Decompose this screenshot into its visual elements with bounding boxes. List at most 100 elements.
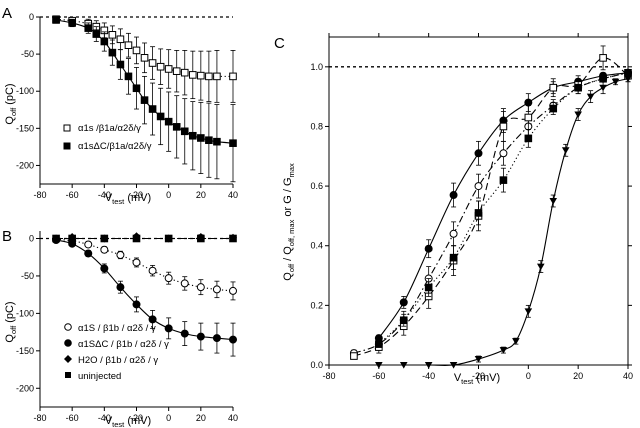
data-point [148, 105, 157, 113]
panel-b-label: B [2, 228, 12, 245]
series-line [378, 72, 629, 345]
data-point [156, 62, 165, 71]
data-point [148, 315, 157, 324]
data-point [424, 244, 433, 253]
panel-b: B -80 -60 -40 -20 0 20 400-50-100-150-200 Qoff… [2, 228, 238, 428]
panel-b-ylabel-main: Q [4, 334, 16, 343]
panel-a-ylabel-unit: (pC) [4, 83, 16, 107]
data-point [197, 134, 205, 142]
legend-label: α1SΔC / β1b / α2δ / γ [78, 339, 169, 350]
panel-b-xlabel: Vtest (mV) [105, 415, 151, 428]
data-point [375, 362, 383, 369]
data-point [213, 137, 221, 146]
panel-b-xlabel-sub: test [112, 420, 125, 428]
y-tick-label: 0.6 [310, 181, 323, 191]
x-tick-label: 40 [228, 190, 238, 200]
y-tick-label: -200 [16, 160, 34, 170]
y-tick-label: 0.2 [310, 300, 323, 310]
legend-marker-open-square [63, 124, 71, 132]
x-tick-label: 0 [526, 371, 531, 381]
panel-c-xlabel-sub: test [461, 377, 474, 386]
x-tick-label: -60 [372, 371, 385, 381]
data-point [164, 234, 173, 243]
legend-marker-filled-square [65, 372, 71, 378]
data-point [474, 149, 483, 158]
panel-b-xlabel-unit: (mV) [124, 415, 151, 427]
data-point [116, 283, 125, 292]
x-tick-label: 20 [573, 371, 583, 381]
data-point [524, 308, 533, 315]
panel-a-ylabel-main: Q [4, 116, 16, 125]
x-tick-label: 0 [166, 190, 171, 200]
data-point [205, 136, 213, 145]
data-point [116, 60, 125, 69]
panel-c-ylabel-s3: max [287, 163, 296, 177]
data-point [212, 334, 221, 343]
data-point [180, 279, 189, 288]
data-point [132, 258, 141, 267]
data-point [213, 72, 221, 81]
y-tick-label: 0.8 [310, 121, 323, 131]
data-point [100, 245, 109, 254]
y-tick-label: 0.4 [310, 241, 323, 251]
panel-a-label: A [2, 5, 12, 22]
data-point [148, 59, 157, 67]
data-point [524, 98, 533, 107]
data-point [108, 31, 117, 39]
data-point [512, 338, 520, 345]
data-point [212, 285, 221, 294]
data-point [68, 19, 76, 27]
y-tick-label: 0.0 [310, 360, 323, 370]
data-point [229, 139, 237, 147]
data-point [229, 286, 237, 295]
x-tick-label: 20 [196, 413, 206, 423]
data-point [524, 113, 533, 122]
x-tick-label: -40 [98, 413, 111, 423]
y-tick-label: -50 [21, 271, 34, 281]
data-point [499, 176, 508, 184]
data-point [586, 93, 595, 101]
panel-c-ylabel-s1: off [287, 263, 296, 272]
series-line [56, 238, 234, 292]
data-point [84, 249, 93, 258]
panel-a-xlabel: Vtest (mV) [105, 192, 151, 206]
legend-marker-filled-circle [64, 339, 72, 347]
data-point [52, 234, 60, 243]
data-point [188, 71, 197, 79]
data-point [205, 72, 213, 81]
data-point [375, 340, 383, 348]
data-point [624, 68, 632, 77]
data-point [132, 46, 141, 55]
data-point [424, 362, 433, 369]
data-point [172, 123, 181, 131]
panel-b-ylabel-sub: off [9, 325, 18, 334]
panel-c-xlabel: Vtest (mV) [454, 372, 500, 386]
y-tick-label: -100 [16, 308, 34, 318]
panel-a-legend: α1s /β1a/α2δ/γ α1sΔC/β1a/α2δ/γ [63, 123, 152, 152]
data-point [84, 24, 93, 32]
data-point [399, 316, 408, 325]
data-point [449, 229, 458, 238]
panel-b-ylabel: Qoff (pC) [4, 301, 18, 342]
legend-label: α1s /β1a/α2δ/γ [78, 123, 141, 134]
panel-b-legend: α1S / β1b / α2δ / γ α1SΔC / β1b / α2δ / … [64, 323, 169, 382]
data-point [92, 30, 101, 38]
panel-c-xlabel-main: V [454, 372, 462, 384]
data-point [124, 72, 133, 81]
data-point [549, 198, 558, 205]
panel-a-xlabel-unit: (mV) [124, 192, 151, 204]
panel-c-ylabel: Qoff / Qoff, max or G / Gmax [282, 163, 296, 281]
y-tick-label: -50 [21, 49, 34, 59]
data-point [399, 362, 408, 369]
data-point [100, 264, 109, 273]
data-point [197, 234, 205, 243]
data-point [549, 83, 558, 92]
legend-marker-open-circle [64, 323, 72, 331]
data-point [140, 54, 149, 62]
data-point [148, 266, 157, 275]
data-point [68, 234, 76, 243]
data-point [164, 117, 173, 126]
y-tick-label: 0 [29, 12, 34, 22]
data-point [196, 332, 205, 341]
x-tick-label: -80 [322, 371, 335, 381]
